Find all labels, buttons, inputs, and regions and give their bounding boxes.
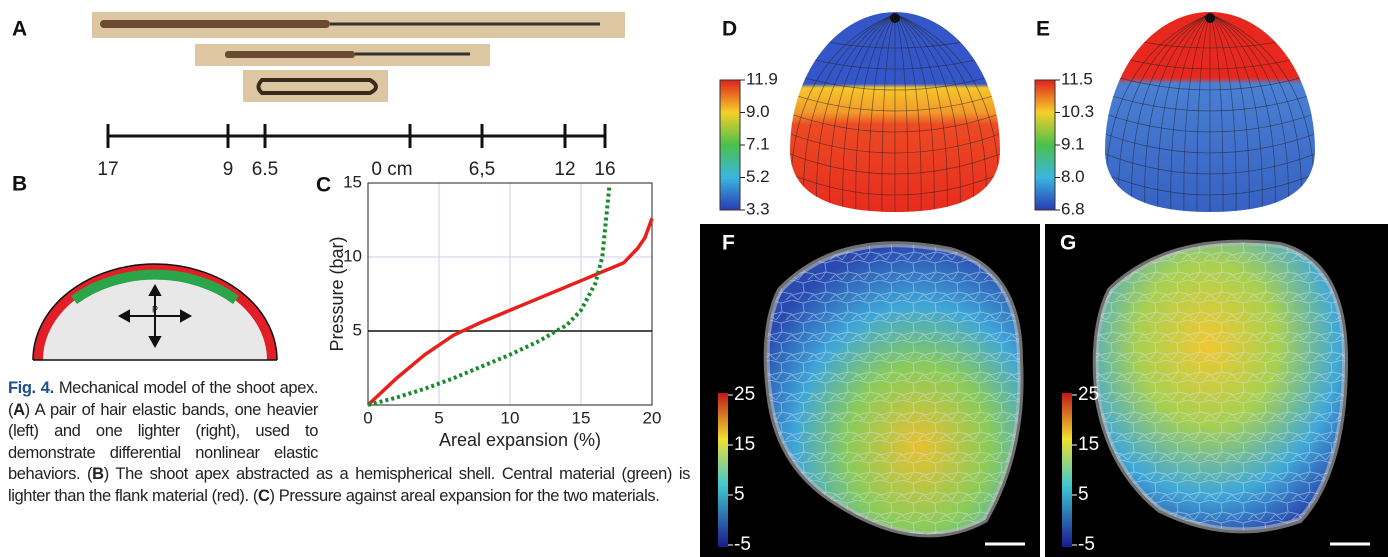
dome-grid (1131, 13, 1211, 212)
caption-text: C (257, 486, 270, 505)
dome-grid (1209, 13, 1224, 212)
dome-grid (868, 13, 896, 213)
colorbar-label: 15 (1078, 434, 1099, 455)
x-tick-label: 20 (643, 408, 662, 427)
colorbar-label: -5 (734, 534, 751, 555)
pressure-label: P (152, 304, 158, 314)
tissue-g (1092, 239, 1349, 534)
panel-label: C (316, 174, 331, 197)
colorbar-label: 6.8 (1061, 199, 1085, 218)
dome-grid (881, 13, 896, 213)
caption-text: Mechanical model of the shoot apex. ( (8, 379, 318, 419)
dome-apex (890, 13, 900, 23)
colorbar-f (718, 393, 728, 547)
y-tick-label: 15 (343, 172, 362, 191)
colorbar-e (1034, 79, 1056, 211)
colorbar-label: 25 (1078, 384, 1099, 405)
dome-grid (816, 13, 896, 213)
caption-text: ) Pressure against areal expansion for t… (269, 486, 660, 505)
colorbar-d (719, 79, 741, 211)
x-tick-label: 0 (363, 408, 372, 427)
colorbar-label: 15 (734, 434, 755, 455)
scale-label: 9 (223, 159, 234, 180)
y-tick-label: 5 (353, 320, 362, 339)
panel-label: G (1060, 232, 1076, 255)
colorbar-label: 3.3 (746, 199, 770, 218)
x-tick-label: 10 (501, 408, 520, 427)
dome-grid (842, 13, 896, 213)
dome-grid (1209, 13, 1276, 212)
series-line (367, 185, 612, 407)
dome-grid (894, 13, 922, 213)
dome-grid (894, 13, 948, 213)
caption-text: ) The shoot apex abstracted as a hemisph… (8, 465, 690, 505)
dome-grid (894, 13, 935, 213)
colorbar-g (1062, 393, 1072, 547)
shell-diagram (32, 263, 278, 361)
dome-grid (1209, 13, 1237, 212)
series-line (366, 217, 654, 407)
plot-frame (367, 182, 653, 406)
scale-label: 16 (594, 159, 615, 180)
colorbar-label: 5 (734, 484, 745, 505)
colorbar-label: 8.0 (1061, 167, 1085, 186)
caption-label: Fig. 4. (8, 379, 54, 397)
panel-label: F (722, 232, 735, 255)
dome-grid (1209, 13, 1289, 212)
dome-grid (1144, 13, 1211, 212)
dome-grid (1209, 13, 1302, 212)
caption: Fig. 4. Mechanical model of the shoot ap… (8, 378, 690, 507)
panel-label: E (1036, 18, 1050, 41)
dome-grid (803, 13, 896, 213)
colorbar-label: 25 (734, 384, 755, 405)
dome-grid (1209, 13, 1250, 212)
caption-text: B (92, 465, 104, 483)
dome-d (790, 12, 1000, 213)
x-tick-label: 5 (434, 408, 443, 427)
colorbar-label: 5.2 (746, 167, 770, 186)
dome-apex (1205, 13, 1215, 23)
tissue-f (763, 241, 1024, 538)
dome-grid (1209, 13, 1263, 212)
dome-grid (1118, 13, 1211, 212)
panel-label: D (722, 18, 737, 41)
scale-label: 17 (97, 159, 118, 180)
y-axis-label: Pressure (bar) (327, 236, 347, 351)
colorbar-label: 7.1 (746, 134, 770, 153)
y-tick-label: 10 (343, 246, 362, 265)
colorbar-label: 11.9 (746, 69, 778, 88)
colorbar-label: 11.5 (1061, 69, 1093, 88)
dome-grid (894, 13, 987, 213)
dome-grid (894, 13, 961, 213)
colorbar-label: 9.0 (746, 102, 770, 121)
x-axis-label: Areal expansion (%) (439, 430, 601, 450)
dome-grid (1196, 13, 1211, 212)
dome-grid (829, 13, 896, 213)
colorbar-label: 10.3 (1061, 102, 1094, 121)
dome-grid (1157, 13, 1211, 212)
scale-label: 6.5 (252, 159, 278, 180)
x-tick-label: 15 (572, 408, 591, 427)
colorbar-label: -5 (1078, 534, 1095, 555)
dome-grid (855, 13, 896, 213)
scale-label: 12 (554, 159, 575, 180)
panel-label: A (12, 18, 27, 41)
colorbar-label: 5 (1078, 484, 1089, 505)
dome-grid (1170, 13, 1211, 212)
scale-label: 6,5 (469, 159, 495, 180)
dome-grid (894, 13, 974, 213)
scale-label: 0 cm (371, 159, 412, 180)
caption-text: ) A pair of hair elastic bands, one heav… (8, 400, 318, 484)
caption-text: A (13, 400, 25, 419)
panel-label: B (12, 173, 27, 196)
dome-e (1105, 12, 1315, 212)
dome-grid (1183, 13, 1211, 212)
colorbar-label: 9.1 (1061, 134, 1085, 153)
elastic-photo (92, 12, 625, 102)
dome-grid (894, 13, 909, 213)
